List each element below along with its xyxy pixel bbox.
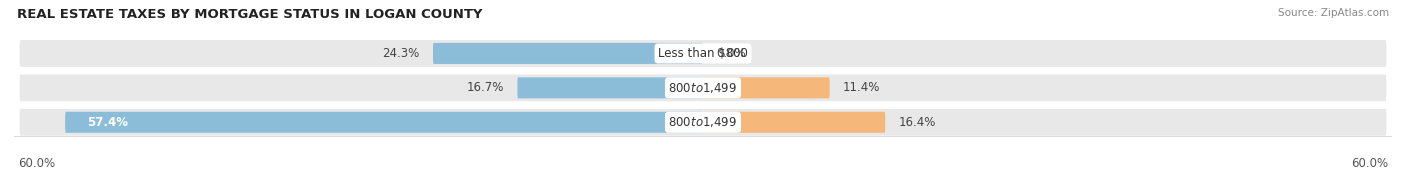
- FancyBboxPatch shape: [20, 40, 1386, 67]
- FancyBboxPatch shape: [517, 77, 703, 98]
- FancyBboxPatch shape: [20, 109, 1386, 136]
- FancyBboxPatch shape: [703, 77, 830, 98]
- FancyBboxPatch shape: [65, 112, 703, 133]
- Text: 24.3%: 24.3%: [382, 47, 419, 60]
- FancyBboxPatch shape: [20, 74, 1386, 101]
- Text: 11.4%: 11.4%: [844, 81, 880, 94]
- Text: 16.4%: 16.4%: [898, 116, 936, 129]
- FancyBboxPatch shape: [703, 112, 886, 133]
- Text: 0.0%: 0.0%: [716, 47, 747, 60]
- Text: Less than $800: Less than $800: [658, 47, 748, 60]
- Text: 57.4%: 57.4%: [87, 116, 128, 129]
- Text: REAL ESTATE TAXES BY MORTGAGE STATUS IN LOGAN COUNTY: REAL ESTATE TAXES BY MORTGAGE STATUS IN …: [17, 8, 482, 21]
- Text: $800 to $1,499: $800 to $1,499: [668, 81, 738, 95]
- Text: Source: ZipAtlas.com: Source: ZipAtlas.com: [1278, 8, 1389, 18]
- FancyBboxPatch shape: [433, 43, 703, 64]
- Text: $800 to $1,499: $800 to $1,499: [668, 115, 738, 129]
- Text: 16.7%: 16.7%: [467, 81, 505, 94]
